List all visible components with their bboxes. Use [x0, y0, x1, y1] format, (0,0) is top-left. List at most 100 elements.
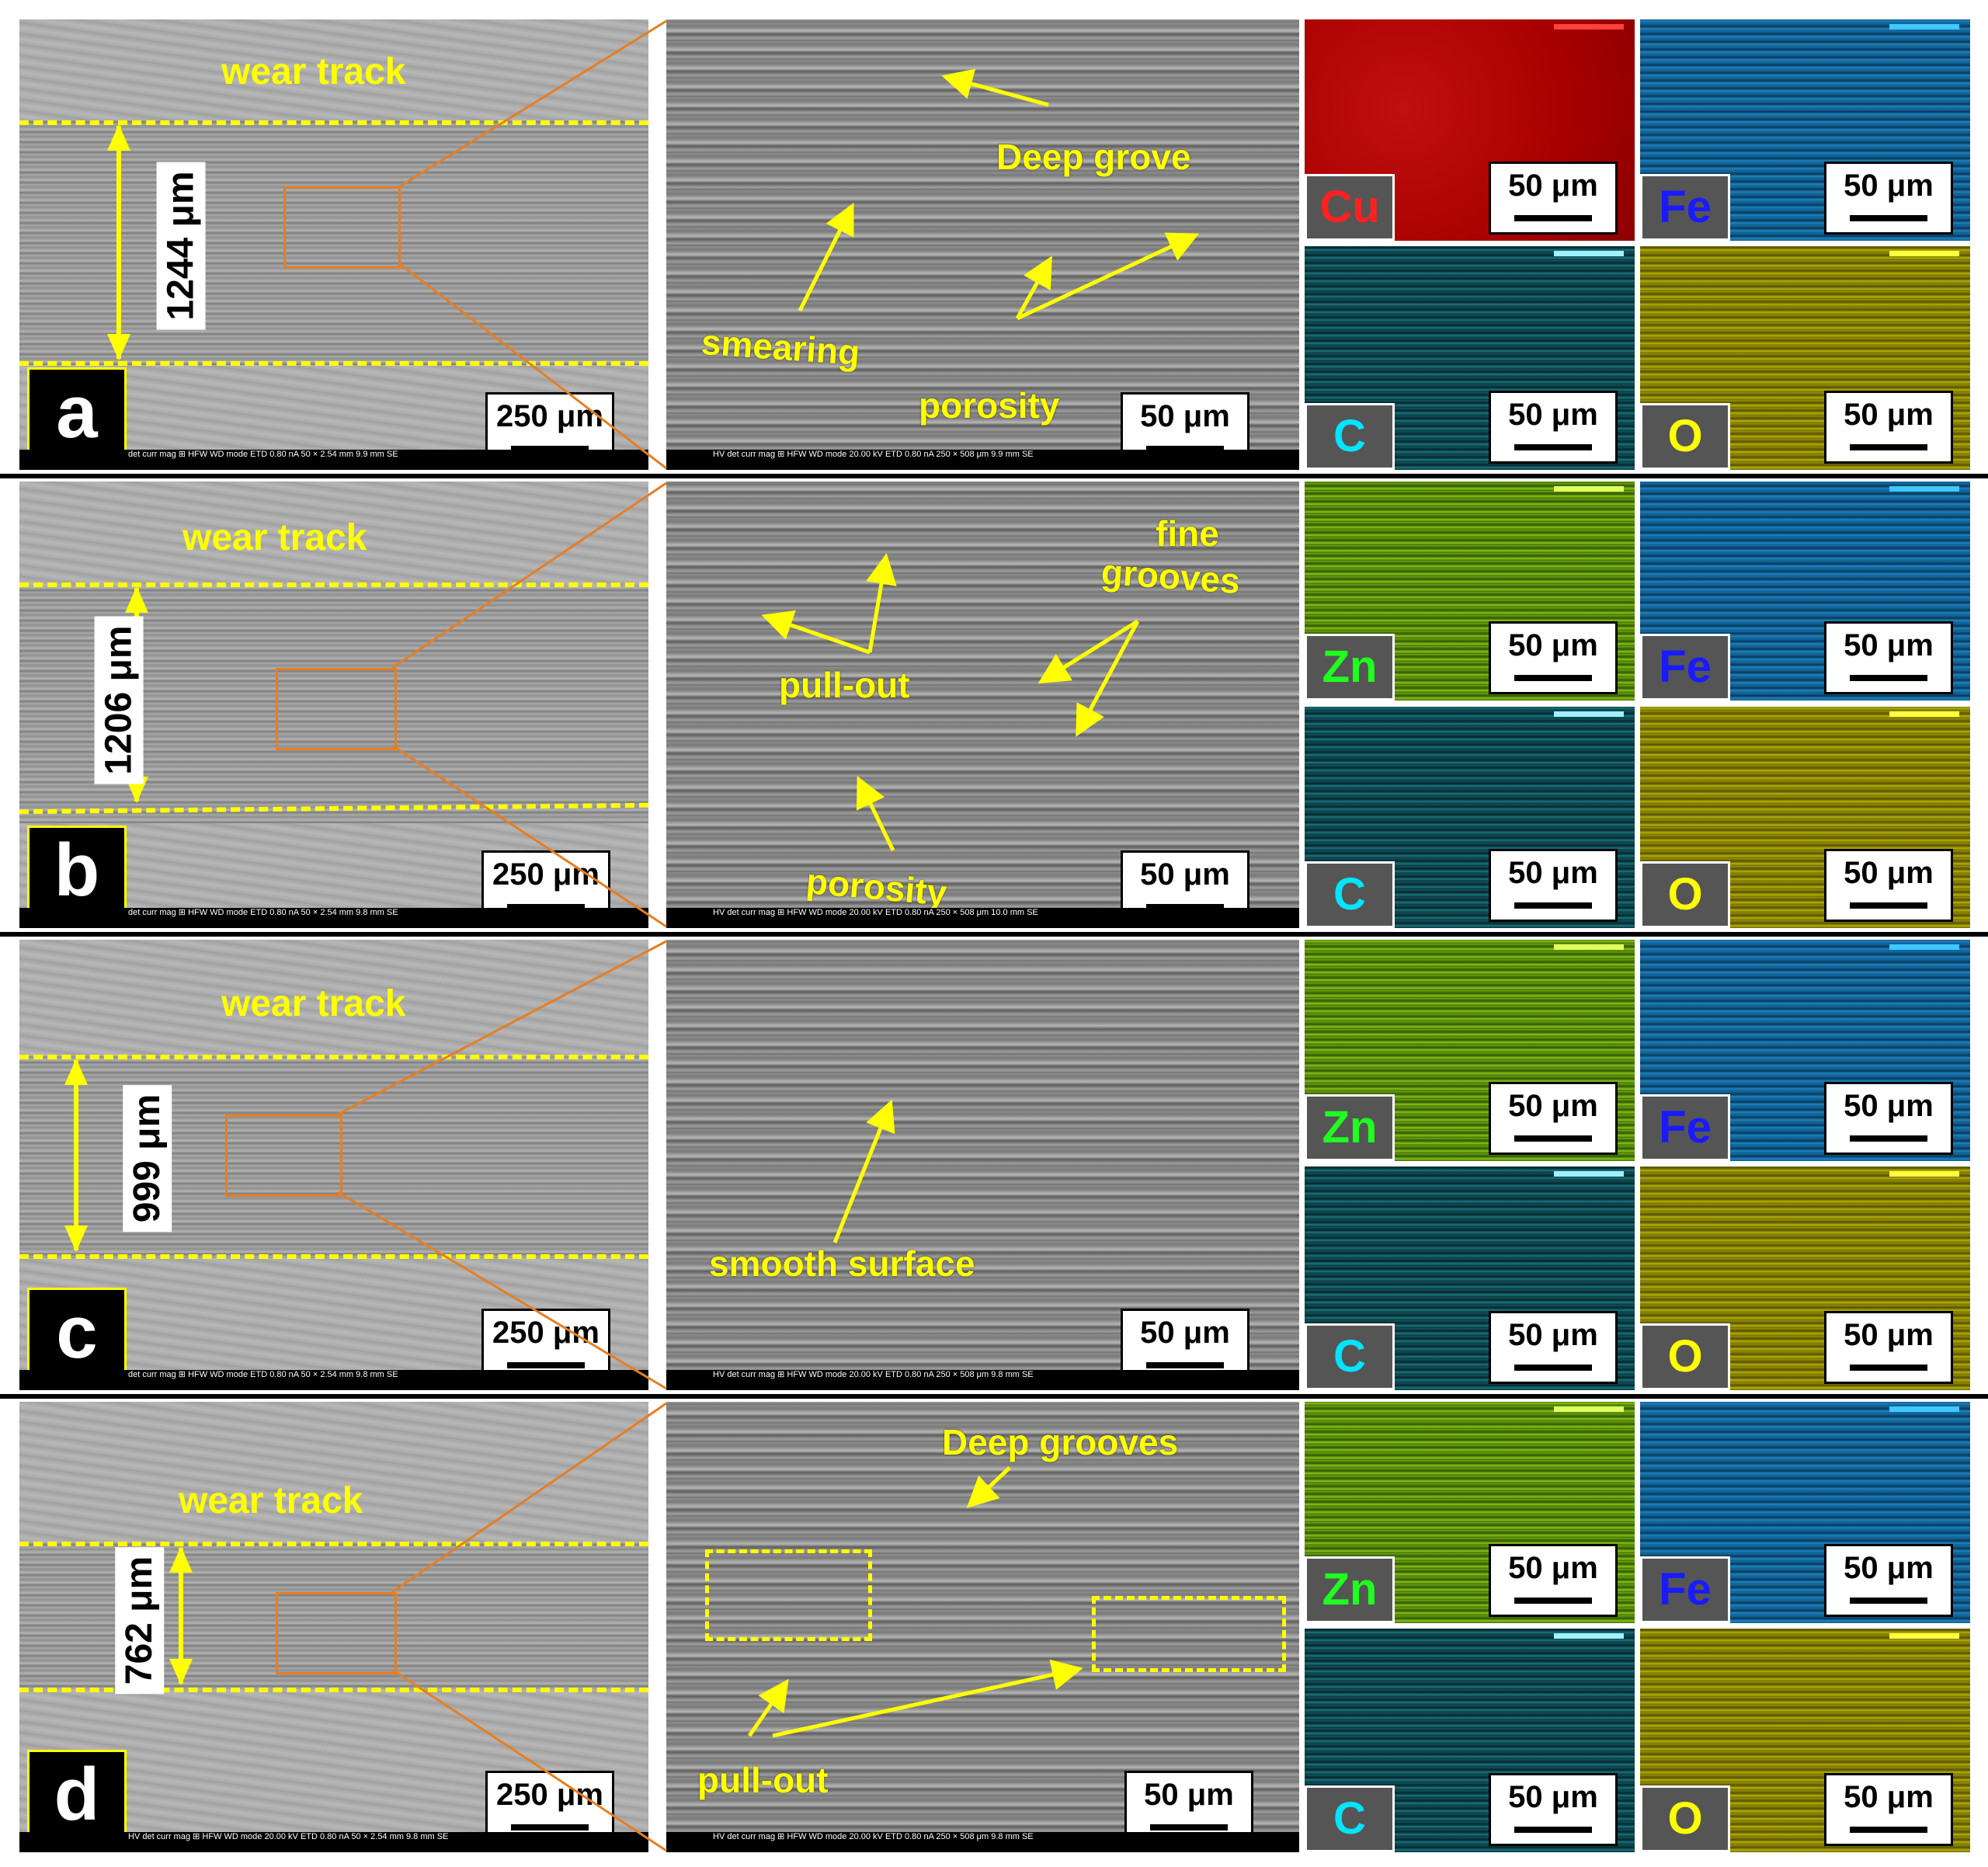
eds-map-fe: Fe 50 μm	[1640, 1402, 1970, 1623]
zoom-region-box	[276, 1592, 397, 1674]
eds-map-fe: Fe 50 μm	[1640, 482, 1970, 701]
row-a: wear track 1244 μm 250 μm a det curr mag…	[0, 19, 1988, 470]
annotation-arrows	[747, 68, 1200, 1738]
row-separator	[0, 932, 1988, 937]
sem-info-bar: HV det curr mag ⊞ HFW WD mode 20.00 kV E…	[19, 1832, 648, 1852]
intensity-scale	[1889, 251, 1959, 256]
eds-map-fe: Fe 50 μm	[1640, 940, 1970, 1161]
wear-track-label: wear track	[221, 983, 406, 1024]
element-label: O	[1640, 1785, 1730, 1852]
wear-track-boundary-top	[19, 1542, 648, 1546]
scale-bar-50: 50 μm	[1489, 621, 1618, 694]
scale-bar-50: 50 μm	[1824, 1082, 1953, 1155]
eds-map-c: C 50 μm	[1305, 707, 1635, 928]
row-separator	[0, 474, 1988, 478]
element-label: Fe	[1640, 634, 1730, 701]
element-label: Fe	[1640, 1094, 1730, 1161]
intensity-scale	[1554, 1171, 1624, 1177]
sem-low-mag-a: wear track 1244 μm 250 μm a det curr mag…	[19, 19, 648, 470]
panel-letter: b	[27, 826, 127, 920]
wear-track-label: wear track	[221, 51, 406, 92]
sem-info-bar: det curr mag ⊞ HFW WD mode ETD 0.80 nA 5…	[19, 1370, 648, 1390]
eds-map-cu: Cu 50 μm	[1305, 19, 1635, 241]
highlight-region-right	[1092, 1596, 1286, 1672]
annotation-porosity: porosity	[919, 385, 1060, 426]
scale-bar-50: 50 μm	[1824, 1773, 1953, 1846]
wear-track-label: wear track	[182, 517, 367, 558]
intensity-scale	[1889, 944, 1959, 950]
scale-bar-50: 50 μm	[1489, 162, 1618, 235]
wear-track-boundary-bottom	[19, 1254, 648, 1259]
scale-bar-50: 50 μm	[1489, 1082, 1618, 1155]
sem-info-bar: HV det curr mag ⊞ HFW WD mode 20.00 kV E…	[666, 450, 1299, 470]
intensity-scale	[1554, 944, 1624, 950]
element-label: Zn	[1305, 1094, 1395, 1161]
eds-map-o: O 50 μm	[1640, 1166, 1970, 1390]
scale-bar-50: 50 μm	[1489, 1311, 1618, 1384]
scale-bar-50: 50 μm	[1489, 1773, 1618, 1846]
intensity-scale	[1889, 1171, 1959, 1177]
sem-low-mag-b: wear track 1206 μm 250 μm b det curr mag…	[19, 482, 648, 928]
wear-track-boundary-bottom	[19, 361, 648, 366]
scale-bar-50: 50 μm	[1824, 1311, 1953, 1384]
zoom-region-box	[225, 1114, 342, 1197]
wear-track-boundary-top	[19, 1055, 648, 1059]
eds-map-o: O 50 μm	[1640, 246, 1970, 470]
sem-info-bar: det curr mag ⊞ HFW WD mode ETD 0.80 nA 5…	[19, 908, 648, 928]
scale-bar-50: 50 μm	[1121, 1309, 1249, 1382]
intensity-scale	[1889, 711, 1959, 717]
scale-bar-50: 50 μm	[1824, 391, 1953, 464]
sem-low-mag-d: wear track 762 μm 250 μm d HV det curr m…	[19, 1402, 648, 1852]
highlight-region-left	[705, 1549, 872, 1641]
annotation-deep-grove: Deep grove	[996, 137, 1191, 177]
eds-map-zn: Zn 50 μm	[1305, 482, 1635, 701]
annotation-deep-grooves: Deep grooves	[942, 1422, 1179, 1462]
element-label: C	[1305, 403, 1395, 470]
element-label: Zn	[1305, 1556, 1395, 1623]
scale-bar-50: 50 μm	[1489, 849, 1618, 922]
width-arrow	[169, 1546, 193, 1685]
sem-high-mag-b: fine grooves pull-out porosity 50 μm HV …	[666, 482, 1299, 928]
annotation-pull-out: pull-out	[779, 665, 910, 705]
element-label: Cu	[1305, 174, 1395, 241]
wear-track-boundary-bottom	[19, 1688, 648, 1692]
eds-map-c: C 50 μm	[1305, 1166, 1635, 1390]
intensity-scale	[1889, 24, 1959, 30]
wear-track-boundary-top	[19, 120, 648, 125]
width-arrow	[107, 124, 130, 360]
eds-map-o: O 50 μm	[1640, 707, 1970, 928]
scale-bar-50: 50 μm	[1489, 391, 1618, 464]
sem-info-bar: HV det curr mag ⊞ HFW WD mode 20.00 kV E…	[666, 1370, 1299, 1390]
intensity-scale	[1889, 486, 1959, 492]
scale-bar-50: 50 μm	[1489, 1544, 1618, 1617]
sem-info-bar: det curr mag ⊞ HFW WD mode ETD 0.80 nA 5…	[19, 450, 648, 470]
intensity-scale	[1554, 1633, 1624, 1639]
row-b: wear track 1206 μm 250 μm b det curr mag…	[0, 482, 1988, 928]
annotation-pull-out: pull-out	[697, 1760, 829, 1800]
sem-info-bar: HV det curr mag ⊞ HFW WD mode 20.00 kV E…	[666, 1832, 1299, 1852]
element-label: C	[1305, 1323, 1395, 1390]
annotation-fine: fine	[1156, 513, 1219, 554]
panel-letter: d	[27, 1750, 127, 1844]
annotation-smooth-surface: smooth surface	[709, 1243, 975, 1284]
scale-bar-50: 50 μm	[1824, 849, 1953, 922]
eds-map-zn: Zn 50 μm	[1305, 940, 1635, 1161]
intensity-scale	[1889, 1406, 1959, 1412]
intensity-scale	[1554, 711, 1624, 717]
element-label: Fe	[1640, 1556, 1730, 1623]
scale-bar-50: 50 μm	[1824, 621, 1953, 694]
row-separator	[0, 1394, 1988, 1399]
element-label: O	[1640, 403, 1730, 470]
intensity-scale	[1554, 251, 1624, 256]
eds-map-fe: Fe 50 μm	[1640, 19, 1970, 241]
eds-map-c: C 50 μm	[1305, 1629, 1635, 1852]
sem-info-bar: HV det curr mag ⊞ HFW WD mode 20.00 kV E…	[666, 908, 1299, 928]
wear-track-label: wear track	[179, 1480, 363, 1521]
zoom-region-box	[283, 186, 401, 269]
scale-bar-50: 50 μm	[1824, 1544, 1953, 1617]
row-d: wear track 762 μm 250 μm d HV det curr m…	[0, 1402, 1988, 1852]
scale-bar-50: 50 μm	[1124, 1771, 1253, 1844]
element-label: Zn	[1305, 634, 1395, 701]
intensity-scale	[1554, 24, 1624, 30]
